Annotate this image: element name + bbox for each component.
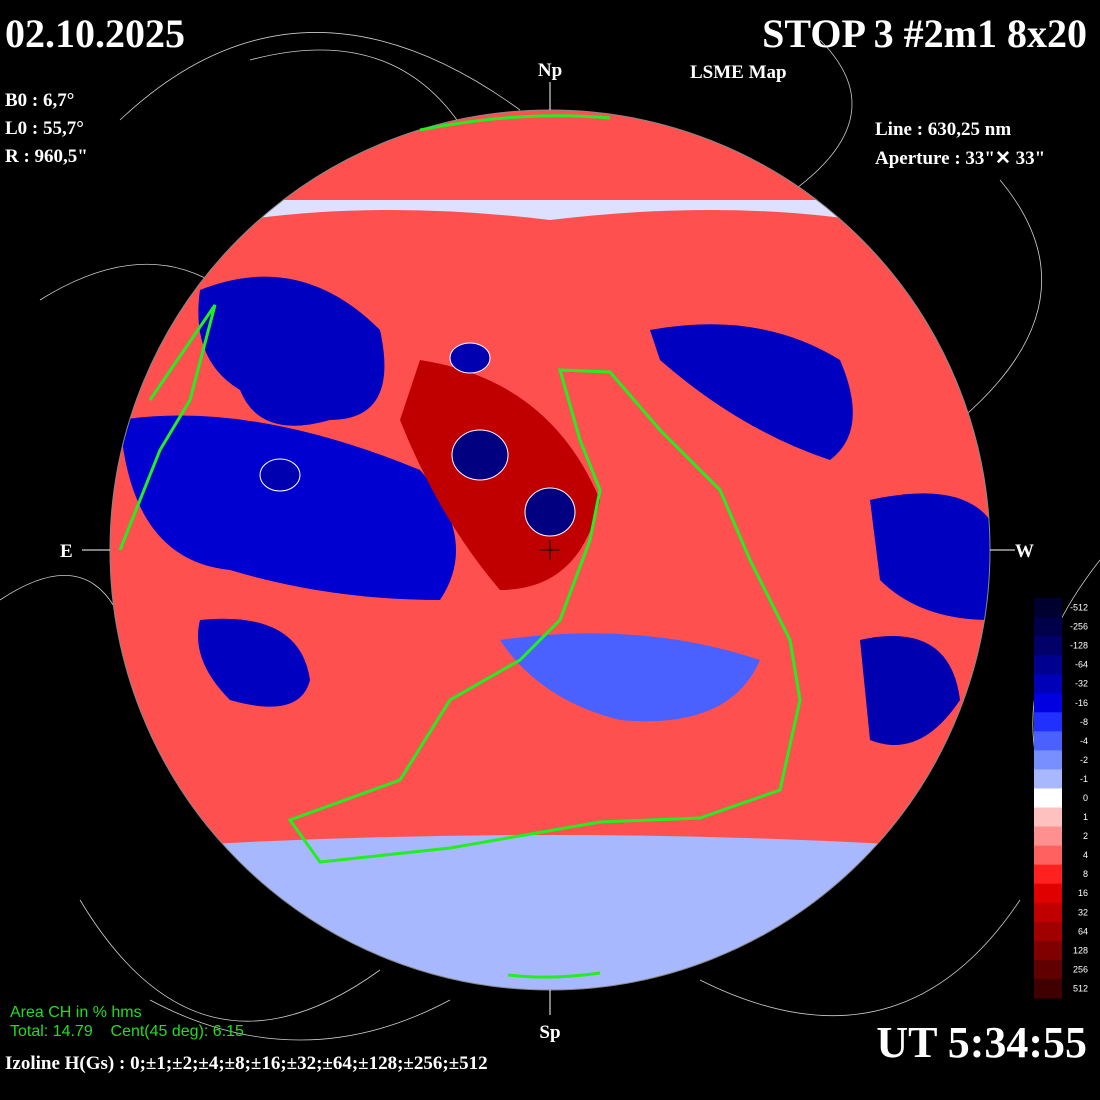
colorbar-label: -8 <box>1080 717 1088 727</box>
north-label: Np <box>538 60 562 81</box>
date: 02.10.2025 <box>5 11 185 56</box>
colorbar-swatch <box>1034 598 1062 618</box>
colorbar-label: 64 <box>1078 926 1088 936</box>
colorbar-swatch <box>1034 978 1062 999</box>
colorbar-swatch <box>1034 636 1062 656</box>
colorbar-label: -16 <box>1075 698 1088 708</box>
colorbar-swatch <box>1034 788 1062 809</box>
axes-marks <box>82 82 1015 1015</box>
colorbar-label: 512 <box>1073 983 1088 993</box>
coronal-hole-boundary <box>118 114 802 979</box>
colorbar-label: -2 <box>1080 755 1088 765</box>
time: UT 5:34:55 <box>876 1018 1087 1067</box>
ch-heading: Area CH in % hms <box>10 1004 142 1021</box>
east-label: E <box>60 541 73 562</box>
colorbar-swatch <box>1034 826 1062 847</box>
colorbar-swatch <box>1034 617 1062 637</box>
colorbar-label: -4 <box>1080 736 1088 746</box>
west-label: W <box>1015 541 1034 562</box>
subtitle: LSME Map <box>690 62 787 83</box>
colorbar-swatch <box>1034 674 1062 694</box>
colorbar-label: 32 <box>1078 907 1088 917</box>
colorbar-label: -1 <box>1080 774 1088 784</box>
colorbar-label: 2 <box>1083 831 1088 841</box>
south-label: Sp <box>539 1022 560 1043</box>
colorbar-swatch <box>1034 883 1062 904</box>
colorbar-label: 128 <box>1073 945 1088 955</box>
colorbar-label: -128 <box>1070 641 1088 651</box>
radius: R : 960,5" <box>5 146 88 167</box>
colorbar: -512 -256 -128 -64 -32 -16 -8 -4 -2 -1 0 1 2 4 8 16 32 64… <box>1034 598 1088 999</box>
l0: L0 : 55,7° <box>5 118 84 139</box>
b0: B0 : 6,7° <box>5 90 74 111</box>
colorbar-label: 4 <box>1083 850 1088 860</box>
colorbar-label: -512 <box>1070 603 1088 613</box>
colorbar-label: 1 <box>1083 812 1088 822</box>
colorbar-swatch <box>1034 693 1062 713</box>
colorbar-label: 16 <box>1078 888 1088 898</box>
colorbar-swatch <box>1034 902 1062 923</box>
colorbar-label: -64 <box>1075 660 1088 670</box>
title: STOP 3 #2m1 8x20 <box>762 11 1087 56</box>
colorbar-swatch <box>1034 921 1062 942</box>
colorbar-swatch <box>1034 750 1062 770</box>
colorbar-swatch <box>1034 731 1062 751</box>
aperture: Aperture : 33"✕ 33" <box>875 148 1045 169</box>
colorbar-label: -256 <box>1070 622 1088 632</box>
colorbar-swatch <box>1034 940 1062 961</box>
colorbar-swatch <box>1034 845 1062 866</box>
colorbar-label: 8 <box>1083 869 1088 879</box>
colorbar-swatch <box>1034 655 1062 675</box>
colorbar-swatch <box>1034 959 1062 980</box>
colorbar-swatch <box>1034 712 1062 732</box>
ch-totals: Total: 14.79 Cent(45 deg): 6.15 <box>10 1023 244 1040</box>
colorbar-label: 256 <box>1073 964 1088 974</box>
colorbar-label: 0 <box>1083 793 1088 803</box>
colorbar-swatch <box>1034 864 1062 885</box>
isolines: Izoline H(Gs) : 0;±1;±2;±4;±8;±16;±32;±6… <box>5 1053 488 1074</box>
line: Line : 630,25 nm <box>875 119 1011 140</box>
colorbar-label: -32 <box>1075 679 1088 689</box>
colorbar-swatch <box>1034 807 1062 828</box>
colorbar-swatch <box>1034 769 1062 789</box>
